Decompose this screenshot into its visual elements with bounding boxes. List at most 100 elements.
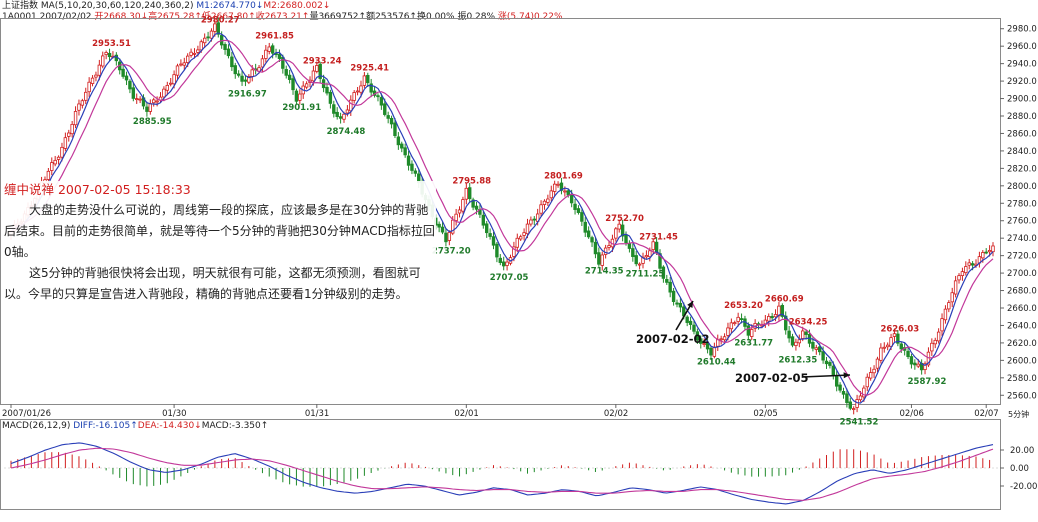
candle-body [624, 234, 628, 244]
candle-body [162, 88, 166, 98]
candle-body [498, 257, 503, 263]
candle-body [692, 324, 696, 332]
candle-body [733, 322, 737, 325]
candle-body [240, 75, 244, 82]
date-label: 01/30 [162, 409, 187, 419]
candle-body [175, 65, 180, 76]
candle-body [923, 363, 927, 370]
candle-body [797, 339, 802, 344]
candle-body [722, 336, 727, 341]
candle-body [834, 375, 839, 387]
candle-body [522, 232, 526, 236]
price-extreme-label: 2587.92 [908, 377, 947, 387]
candle-body [437, 223, 441, 228]
candle-body [440, 226, 445, 233]
candle-body [67, 132, 71, 137]
header.row1-item: M2:2680.002↓ [263, 1, 331, 11]
candle-body [885, 344, 890, 348]
candle-body [325, 86, 329, 94]
candle-body [892, 333, 897, 337]
arrow-2007-02-05-head [843, 372, 850, 379]
candle-body [590, 237, 594, 243]
candle-body [182, 62, 186, 66]
date-label: 02/05 [753, 409, 778, 419]
candle-body [389, 117, 394, 125]
arrow-2007-02-02-head [687, 301, 693, 308]
candle-body [155, 100, 159, 103]
candle-body [671, 290, 676, 303]
candle-body [406, 155, 411, 166]
candle-body [53, 159, 57, 165]
candle-body [600, 254, 604, 266]
price-extreme-label: 2634.25 [789, 317, 828, 327]
candle-body [233, 65, 237, 75]
candle-body [277, 54, 282, 59]
candle-body [481, 214, 486, 226]
candle-body [488, 233, 492, 237]
candle-body [342, 113, 346, 120]
candle-body [56, 156, 61, 160]
candle-body [841, 391, 846, 395]
candle-body [311, 70, 316, 82]
candle-body [607, 245, 611, 248]
macd_header-item: DIFF:-16.105↑ [73, 421, 138, 431]
date-label: 01/31 [305, 409, 330, 419]
candle-body [138, 98, 142, 101]
candle-body [583, 221, 587, 233]
candle-body [226, 48, 231, 57]
candle-body [875, 358, 880, 369]
chart-header-row2: 1A0001 2007/02/02 开2668.30↓高2675.28↑低266… [2, 12, 563, 23]
candle-body [332, 104, 336, 114]
candle-body [960, 271, 965, 277]
candle-body [563, 190, 567, 193]
candle-body [984, 251, 988, 254]
candle-body [501, 261, 506, 267]
candle-body [145, 106, 149, 112]
candle-body [597, 252, 601, 265]
candle-body [773, 314, 778, 318]
y-tick-label: 2760.0 [1007, 217, 1037, 227]
y-tick-label: 2620.0 [1007, 339, 1037, 349]
price-extreme-label: 2612.35 [779, 356, 818, 366]
candle-body [651, 241, 655, 250]
candle-body [614, 228, 618, 239]
candle-body [787, 330, 791, 339]
candle-body [641, 256, 645, 264]
candle-body [916, 363, 920, 367]
candle-body [957, 275, 961, 281]
candle-body [202, 37, 207, 44]
y-tick-label: 2580.0 [1007, 374, 1037, 384]
header.row2-item: 振0.28% [457, 12, 498, 22]
candle-body [73, 111, 78, 126]
candle-body [685, 316, 689, 323]
candle-body [512, 246, 516, 257]
candle-body [549, 190, 553, 199]
candle-body [617, 223, 621, 230]
candle-body [294, 90, 299, 102]
macd_header-item: MACD(26,12,9) [2, 421, 74, 431]
macd-diff-line [10, 442, 994, 505]
candle-body [345, 109, 350, 114]
candle-body [739, 318, 744, 320]
candle-body [461, 199, 465, 212]
candle-body [943, 308, 948, 321]
candle-body [933, 339, 937, 345]
candle-body [216, 22, 220, 35]
price-extreme-label: 2953.51 [92, 39, 131, 49]
candle-body [576, 208, 581, 213]
candle-body [981, 252, 985, 259]
candle-body [586, 230, 591, 238]
candle-body [444, 232, 448, 243]
macd_header-item: DEA:-14.430↓ [137, 421, 202, 431]
annotation-2007-02-05: 2007-02-05 [735, 371, 809, 385]
candle-body [566, 190, 570, 196]
price-extreme-label: 2885.95 [133, 117, 172, 127]
candle-body [936, 331, 941, 342]
candle-body [169, 82, 173, 85]
candle-body [634, 255, 638, 265]
candle-body [386, 115, 390, 119]
candle-body [393, 122, 397, 136]
commentary-paragraph-2: 这5分钟的背驰很快将会出现，明天就很有可能，这都无须预测，看图就可以。今早的只算… [4, 266, 421, 301]
y-tick-label: 2920.0 [1007, 77, 1037, 87]
candle-body [80, 100, 85, 106]
